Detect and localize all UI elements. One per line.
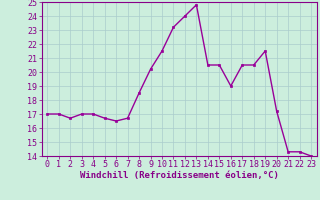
X-axis label: Windchill (Refroidissement éolien,°C): Windchill (Refroidissement éolien,°C) bbox=[80, 171, 279, 180]
